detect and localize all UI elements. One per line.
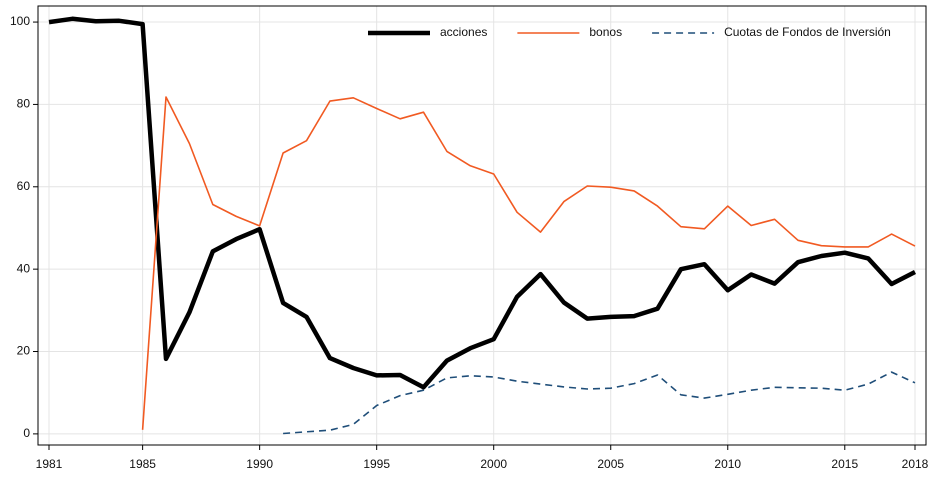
x-tick-label: 1990 bbox=[246, 457, 273, 471]
x-tick-label: 2000 bbox=[480, 457, 507, 471]
legend-label: bonos bbox=[589, 25, 622, 39]
x-tick-label: 2018 bbox=[902, 457, 929, 471]
y-tick-label: 20 bbox=[17, 344, 31, 358]
plot-frame bbox=[37, 5, 927, 446]
x-tick-label: 2010 bbox=[714, 457, 741, 471]
legend-label: Cuotas de Fondos de Inversión bbox=[724, 25, 891, 39]
legend-label: acciones bbox=[440, 25, 487, 39]
x-tick-label: 2005 bbox=[597, 457, 624, 471]
series-line bbox=[48, 16, 917, 390]
y-tick-label: 0 bbox=[23, 426, 30, 440]
y-tick-label: 60 bbox=[17, 179, 31, 193]
y-tick-label: 40 bbox=[17, 261, 31, 275]
series-line bbox=[283, 371, 916, 435]
x-tick-label: 1981 bbox=[36, 457, 63, 471]
x-tick-label: 2015 bbox=[831, 457, 858, 471]
y-tick-label: 80 bbox=[17, 97, 31, 111]
y-tick-label: 100 bbox=[10, 14, 30, 28]
series-line bbox=[141, 96, 916, 430]
x-tick-label: 1995 bbox=[363, 457, 390, 471]
x-tick-label: 1985 bbox=[129, 457, 156, 471]
